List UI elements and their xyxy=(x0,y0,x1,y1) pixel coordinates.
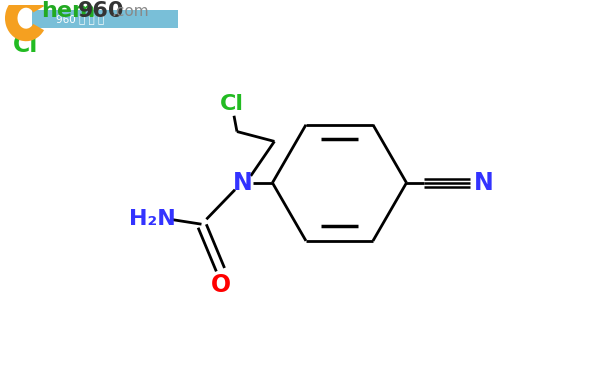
Text: N: N xyxy=(474,171,493,195)
Text: Cl: Cl xyxy=(13,33,39,57)
Text: hem: hem xyxy=(41,1,95,21)
Text: Cl: Cl xyxy=(220,94,244,114)
Text: N: N xyxy=(233,171,253,195)
FancyBboxPatch shape xyxy=(32,10,178,28)
Text: H₂N: H₂N xyxy=(129,209,175,229)
Text: 960: 960 xyxy=(78,1,125,21)
Text: .com: .com xyxy=(112,4,149,19)
Text: 960 化 工 网: 960 化 工 网 xyxy=(56,14,104,24)
Text: O: O xyxy=(211,273,231,297)
